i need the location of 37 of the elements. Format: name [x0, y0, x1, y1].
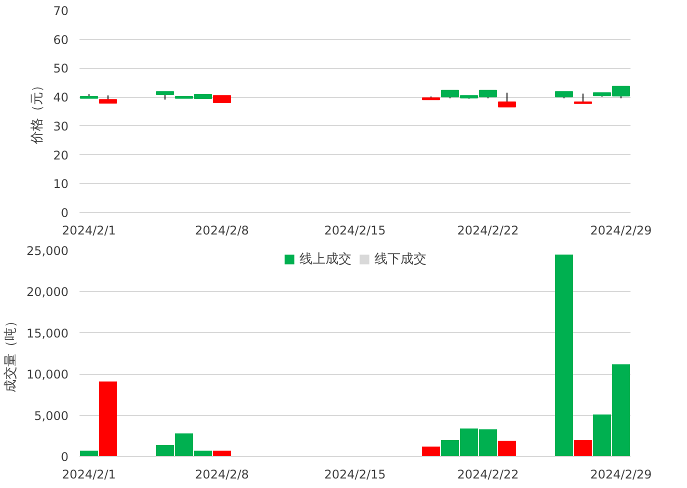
- y-tick-label: 30: [53, 119, 69, 134]
- bar: [212, 450, 232, 456]
- y-tick-label: 10,000: [26, 368, 69, 382]
- bar: [498, 440, 516, 456]
- y-tick-label: 50: [53, 62, 69, 76]
- candlestick: [574, 93, 592, 104]
- x-tick-label: 2024/2/1: [62, 468, 116, 482]
- legend-label: 线上成交: [300, 251, 352, 268]
- y-tick-label: 10: [53, 177, 69, 192]
- bar: [554, 254, 574, 456]
- y-tick-label: 20: [53, 148, 69, 162]
- x-tick-label: 2024/2/15: [324, 468, 386, 482]
- y-tick-label: 40: [53, 90, 69, 105]
- bar: [98, 382, 118, 456]
- x-tick-label: 2024/2/29: [590, 468, 652, 482]
- y-tick-label: 5,000: [34, 408, 69, 423]
- x-tick-label: 2024/2/22: [457, 468, 519, 482]
- x-tick-label: 2024/2/15: [324, 224, 386, 238]
- y-tick-label: 25,000: [26, 244, 69, 258]
- x-tick-label: 2024/2/1: [62, 224, 116, 238]
- legend-label: 线下成交: [374, 251, 426, 268]
- bar: [422, 446, 440, 456]
- y-axis-title: 成交量（吨）: [2, 314, 19, 392]
- y-tick-label: 0: [60, 450, 69, 464]
- x-tick-label: 2024/2/8: [195, 468, 249, 482]
- x-tick-label: 2024/2/29: [590, 224, 652, 238]
- y-tick-label: 70: [53, 4, 69, 18]
- y-tick-label: 20,000: [26, 285, 69, 300]
- y-tick-label: 60: [53, 32, 69, 47]
- x-tick-label: 2024/2/22: [457, 224, 519, 238]
- y-tick-label: 15,000: [26, 326, 69, 340]
- x-tick-label: 2024/2/8: [195, 224, 249, 238]
- candlestick: [498, 92, 516, 108]
- y-axis-title: 价格（元）: [30, 79, 46, 145]
- bar: [80, 450, 98, 456]
- bar: [574, 440, 592, 456]
- y-tick-label: 0: [60, 206, 69, 220]
